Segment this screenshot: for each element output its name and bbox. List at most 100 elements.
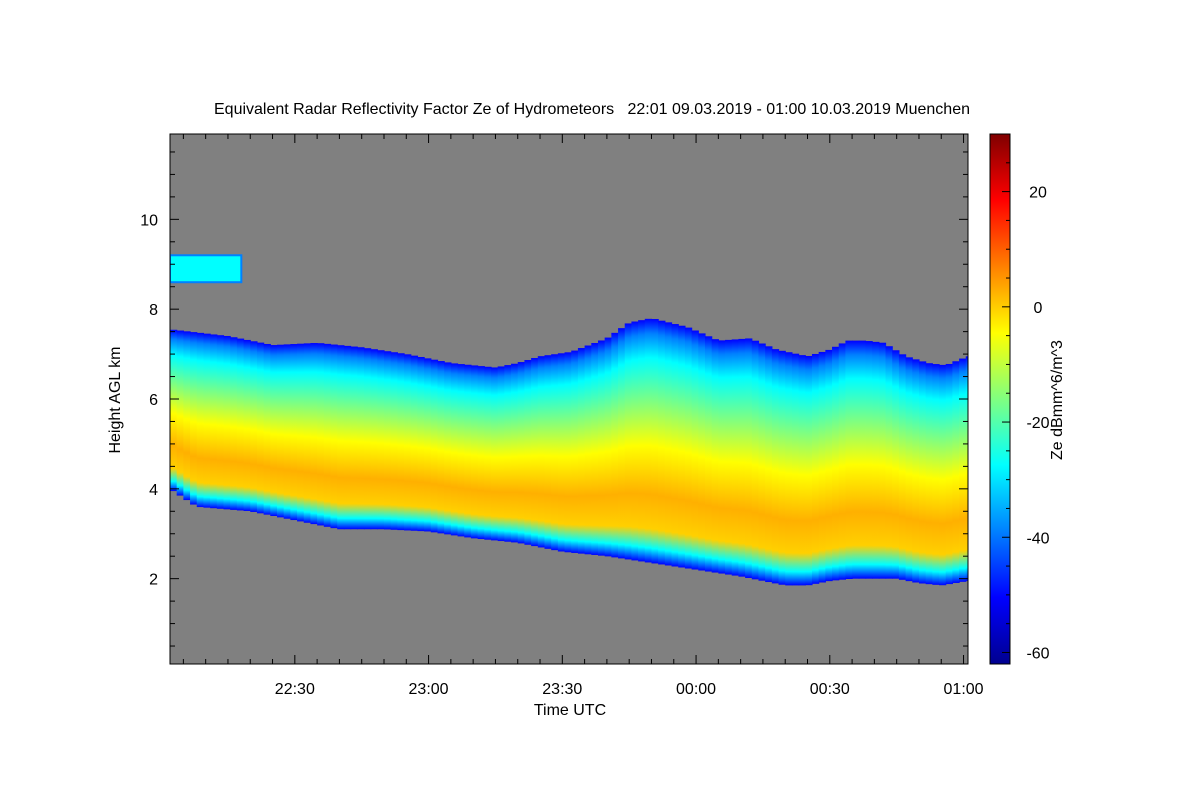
cloud-strip bbox=[939, 364, 947, 586]
cloud-strip bbox=[437, 361, 445, 534]
cloud-strip bbox=[297, 343, 305, 522]
cloud-strip bbox=[765, 346, 773, 583]
x-tick-label: 00:00 bbox=[676, 681, 716, 698]
cloud-strip bbox=[624, 323, 633, 560]
cloud-strip bbox=[711, 339, 719, 573]
colorbar-label: Ze dBmm^6/m^3 bbox=[1049, 340, 1066, 460]
cloud-strip bbox=[718, 340, 726, 574]
cloud-strip bbox=[511, 363, 519, 543]
y-axis-ticks: 2 4 6 8 10 bbox=[140, 151, 968, 647]
cloud-strip bbox=[965, 356, 968, 581]
x-tick-label: 22:30 bbox=[275, 681, 315, 698]
cloud-strip bbox=[738, 338, 746, 577]
cloud-strip bbox=[778, 350, 786, 585]
cloud-strip bbox=[497, 366, 505, 542]
cloud-strip bbox=[457, 364, 465, 537]
cloud-strip bbox=[631, 321, 639, 561]
cloud-strip bbox=[390, 352, 398, 530]
cloud-strip bbox=[337, 345, 345, 530]
cloud-strip bbox=[276, 344, 285, 518]
cloud-strip bbox=[430, 359, 439, 533]
cloud-strip bbox=[858, 340, 867, 579]
cloud-strip bbox=[357, 347, 365, 530]
cloud-strip bbox=[263, 343, 271, 515]
cloud-strip bbox=[537, 356, 546, 548]
cloud-strip bbox=[424, 358, 432, 532]
y-tick-label: 4 bbox=[149, 482, 158, 499]
cloud-strip bbox=[704, 336, 713, 572]
cloud-strip bbox=[577, 348, 586, 554]
cloud-strip bbox=[250, 341, 258, 512]
y-tick-label: 2 bbox=[149, 572, 158, 589]
cloud-strip bbox=[878, 342, 887, 579]
cloud-strip bbox=[618, 328, 626, 559]
cloud-strip bbox=[223, 335, 231, 510]
x-tick-label: 00:30 bbox=[810, 681, 850, 698]
upper-cloud-layer bbox=[170, 254, 243, 284]
cloud-strip bbox=[490, 367, 499, 541]
cloud-strip bbox=[818, 351, 826, 583]
cloud-strip bbox=[183, 331, 191, 501]
cloud-layer bbox=[170, 254, 968, 586]
cloud-strip bbox=[785, 352, 793, 586]
cloud-strip bbox=[243, 339, 251, 512]
cloud-strip bbox=[611, 332, 619, 558]
cloud-strip bbox=[176, 330, 184, 496]
cloud-strip bbox=[230, 337, 238, 510]
cloud-strip bbox=[905, 357, 913, 582]
cloud-strip bbox=[691, 330, 699, 570]
y-tick-label: 10 bbox=[140, 212, 158, 229]
cloud-strip bbox=[832, 346, 840, 581]
x-axis-label: Time UTC bbox=[534, 702, 606, 719]
colorbar-ticks: -60 -40 -20 0 20 bbox=[1002, 133, 1050, 662]
cloud-strip bbox=[370, 349, 378, 530]
cloud-strip bbox=[571, 350, 579, 553]
cloud-strip bbox=[330, 344, 338, 529]
cloud-strip bbox=[190, 332, 198, 505]
colorbar-tick-label: -60 bbox=[1026, 645, 1049, 662]
cloud-strip bbox=[725, 339, 733, 575]
cloud-strip bbox=[885, 346, 893, 579]
colorbar-tick-label: 20 bbox=[1029, 185, 1047, 202]
cloud-strip bbox=[450, 363, 459, 536]
cloud-strip bbox=[216, 335, 225, 509]
cloud-strip bbox=[464, 364, 472, 538]
cloud-strip bbox=[270, 345, 278, 517]
cloud-strip bbox=[564, 352, 572, 553]
cloud-strip bbox=[892, 350, 900, 579]
cloud-strip bbox=[236, 338, 245, 511]
cloud-strip bbox=[323, 343, 332, 527]
cloud-strip bbox=[825, 349, 833, 582]
cloud-strip bbox=[203, 333, 211, 508]
cloud-strip bbox=[798, 355, 806, 586]
cloud-strip bbox=[557, 353, 566, 552]
colorbar-tick-label: -40 bbox=[1026, 530, 1049, 547]
cloud-strip bbox=[504, 365, 512, 542]
cloud-strip bbox=[317, 343, 325, 526]
cloud-strip bbox=[350, 346, 358, 530]
y-axis-label: Height AGL km bbox=[107, 346, 124, 453]
x-tick-label: 01:00 bbox=[944, 681, 984, 698]
cloud-strip bbox=[925, 363, 933, 585]
cloud-strip bbox=[731, 339, 740, 576]
cloud-strip bbox=[745, 338, 753, 578]
cloud-strip bbox=[363, 348, 372, 530]
cloud-strip bbox=[283, 344, 291, 519]
cloud-strip bbox=[898, 354, 907, 580]
cloud-strip bbox=[791, 353, 800, 586]
cloud-strip bbox=[945, 363, 953, 585]
cloud-strip bbox=[865, 341, 873, 579]
cloud-strip bbox=[912, 359, 920, 583]
cloud-strip bbox=[477, 366, 485, 540]
x-tick-label: 23:00 bbox=[409, 681, 449, 698]
cloud-strip bbox=[410, 355, 419, 531]
cloud-strip bbox=[210, 334, 218, 509]
colorbar-tick-label: -20 bbox=[1026, 415, 1049, 432]
cloud-strip bbox=[383, 351, 392, 530]
cloud-strip bbox=[303, 343, 312, 523]
cloud-strip bbox=[604, 337, 612, 557]
colorbar-tick-label: 0 bbox=[1034, 300, 1043, 317]
cloud-strip bbox=[397, 353, 405, 531]
cloud-strip bbox=[838, 343, 847, 580]
